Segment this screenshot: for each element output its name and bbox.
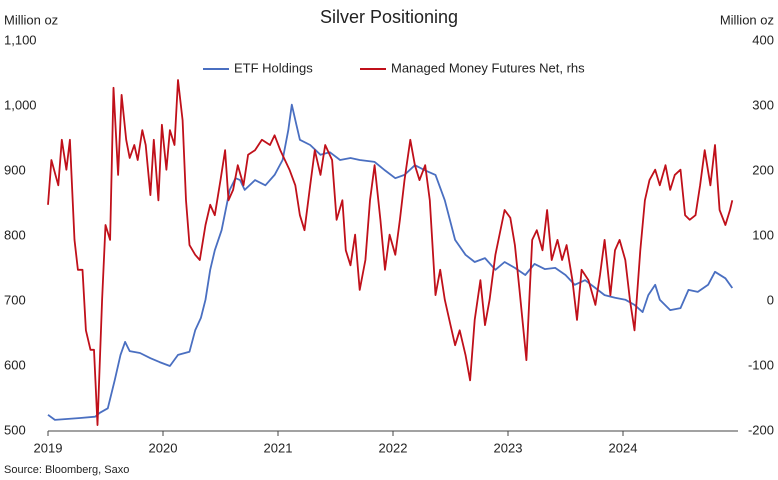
y-tick-label: 600 xyxy=(4,357,26,372)
legend-label: ETF Holdings xyxy=(234,60,313,75)
y2-tick-label: -100 xyxy=(748,357,774,372)
y-tick-label: 1,000 xyxy=(4,97,37,112)
y-axis-label: Million oz xyxy=(4,12,58,27)
y-tick-label: 900 xyxy=(4,162,26,177)
y2-axis-label: Million oz xyxy=(720,12,774,27)
y2-tick-label: 0 xyxy=(767,292,774,307)
y2-tick-label: -200 xyxy=(748,422,774,437)
y2-tick-label: 100 xyxy=(752,227,774,242)
y2-tick-label: 200 xyxy=(752,162,774,177)
x-tick-label: 2019 xyxy=(34,440,63,455)
x-tick-label: 2023 xyxy=(494,440,523,455)
y-tick-label: 800 xyxy=(4,227,26,242)
y-tick-label: 700 xyxy=(4,292,26,307)
y-tick-label: 500 xyxy=(4,422,26,437)
legend-label: Managed Money Futures Net, rhs xyxy=(391,60,585,75)
x-tick-label: 2022 xyxy=(379,440,408,455)
y-tick-label: 1,100 xyxy=(4,32,37,47)
chart-title: Silver Positioning xyxy=(320,7,458,27)
y2-tick-label: 400 xyxy=(752,32,774,47)
source: Source: Bloomberg, Saxo xyxy=(4,464,129,476)
y2-tick-label: 300 xyxy=(752,97,774,112)
series-line xyxy=(47,79,734,426)
x-tick-label: 2021 xyxy=(264,440,293,455)
x-tick-label: 2024 xyxy=(609,440,638,455)
series-line xyxy=(47,103,734,421)
x-tick-label: 2020 xyxy=(149,440,178,455)
